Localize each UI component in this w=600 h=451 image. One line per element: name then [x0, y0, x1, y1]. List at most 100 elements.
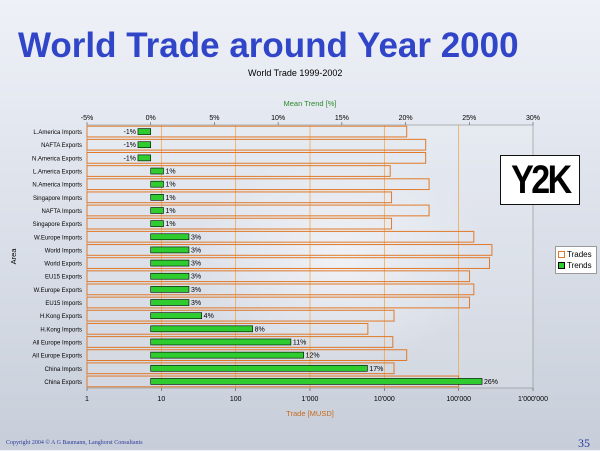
trend-data-label: 3% [191, 261, 201, 268]
trend-data-label: 1% [165, 208, 175, 215]
trend-bar [150, 286, 190, 293]
y-tick-label: Singapore Imports [33, 196, 82, 202]
trend-bar [150, 220, 164, 227]
trend-data-label: 26% [484, 379, 498, 386]
trend-data-label: 17% [369, 366, 383, 373]
trade-bar [86, 204, 430, 217]
trade-bar [86, 296, 471, 309]
y-tick-label: China Exports [44, 380, 82, 386]
y-tick-label: EU15 Imports [45, 301, 82, 307]
x-trade-tick-label: 10 [157, 396, 165, 403]
trend-bar [150, 194, 164, 201]
trend-data-label: 3% [191, 247, 201, 254]
trend-data-label: -1% [124, 129, 136, 136]
legend-swatch-trends [558, 262, 565, 269]
trend-bar [150, 338, 292, 346]
y-tick-label: W.Europe Imports [34, 235, 82, 241]
trend-bar [150, 364, 368, 372]
y2k-logo-text: Y2K [510, 158, 572, 202]
legend-label-trends: Trends [567, 261, 592, 270]
trend-bar [137, 141, 152, 149]
x-trend-tick-label: -5% [81, 115, 93, 122]
y-tick-label: All Europe Imports [33, 340, 82, 346]
copyright-text: Copyright 2004 © A G Baumann, Langhorst … [6, 440, 143, 446]
x-trade-axis-label: Trade [MUSD] [286, 409, 334, 418]
trade-bar [86, 336, 394, 348]
trend-data-label: 1% [165, 169, 175, 176]
trade-bar [86, 125, 408, 138]
y-tick-label: NAFTA Exports [41, 143, 82, 149]
trade-bar [86, 244, 493, 256]
x-trend-tick-label: 15% [335, 115, 349, 122]
trend-data-label: 8% [255, 326, 265, 333]
background-highlight [190, 150, 490, 370]
trade-bar [86, 217, 393, 230]
trade-bar [86, 309, 395, 322]
trend-data-label: 1% [165, 221, 175, 228]
trade-bar [86, 178, 430, 191]
chart-title: World Trade 1999-2002 [248, 68, 343, 78]
trend-bar [150, 272, 190, 280]
trade-bar [86, 152, 427, 164]
legend-item-trends: Trends [558, 260, 594, 271]
y-tick-label: L.America Imports [33, 130, 82, 136]
trade-bar [86, 322, 369, 335]
trend-data-label: 1% [165, 195, 175, 202]
trend-data-label: 3% [191, 234, 201, 241]
x-trend-tick-label: 5% [209, 115, 219, 122]
trend-data-label: -1% [124, 155, 136, 162]
trend-bar [137, 128, 152, 135]
x-trade-tick-label: 1 [85, 396, 89, 403]
y-tick-label: N.America Exports [32, 156, 82, 162]
trend-bar [150, 207, 164, 214]
slide-title: World Trade around Year 2000 [18, 26, 519, 65]
x-trade-tick-label: 1'000'000 [518, 396, 548, 403]
trend-bar [150, 246, 190, 254]
trend-data-label: 3% [191, 274, 201, 281]
y-tick-label: Singapore Exports [33, 222, 82, 228]
x-trade-tick-label: 100 [230, 396, 242, 403]
trend-data-label: 11% [293, 339, 307, 346]
trade-bar [86, 230, 475, 243]
x-trade-tick-label: 10'000 [374, 396, 395, 403]
trend-data-label: 12% [306, 353, 320, 360]
x-trend-tick-label: 10% [271, 115, 285, 122]
trend-data-label: 3% [191, 300, 201, 307]
trade-bar [86, 257, 491, 269]
y-tick-label: L.America Exports [33, 170, 82, 176]
y-tick-label: N.America Imports [32, 183, 82, 189]
x-trend-tick-label: 20% [399, 115, 413, 122]
trade-bar [86, 270, 471, 283]
trend-bar [150, 351, 304, 359]
y-tick-label: NAFTA Imports [41, 209, 82, 215]
trade-bar [86, 191, 393, 204]
trend-bar [150, 180, 164, 188]
legend-label-trades: Trades [567, 250, 592, 259]
trend-bar [150, 325, 253, 333]
trend-data-label: -1% [124, 142, 136, 149]
x-trend-axis-label: Mean Trend [%] [284, 99, 337, 108]
trade-bar [86, 283, 475, 296]
trend-bar [150, 378, 483, 385]
y-tick-label: World Imports [45, 248, 82, 254]
y-tick-label: EU15 Exports [45, 275, 82, 281]
trend-data-label: 3% [191, 287, 201, 294]
trend-bar [150, 312, 202, 319]
trend-bar [137, 154, 152, 162]
x-trade-tick-label: 100'000 [446, 396, 471, 403]
trend-bar [150, 233, 190, 241]
x-trend-tick-label: 30% [526, 115, 540, 122]
y-tick-label: H.Kong Imports [40, 327, 82, 333]
trend-data-label: 1% [165, 182, 175, 189]
trend-bar [150, 167, 164, 175]
page-number: 35 [578, 436, 590, 450]
trade-bar [86, 362, 395, 375]
x-trend-tick-label: 25% [462, 115, 476, 122]
trade-bar [86, 165, 391, 177]
trend-bar [150, 259, 190, 267]
y-tick-label: W.Europe Exports [34, 288, 82, 294]
trend-bar [150, 299, 190, 306]
x-trade-tick-label: 1'000 [302, 396, 319, 403]
trade-bar [86, 349, 408, 361]
